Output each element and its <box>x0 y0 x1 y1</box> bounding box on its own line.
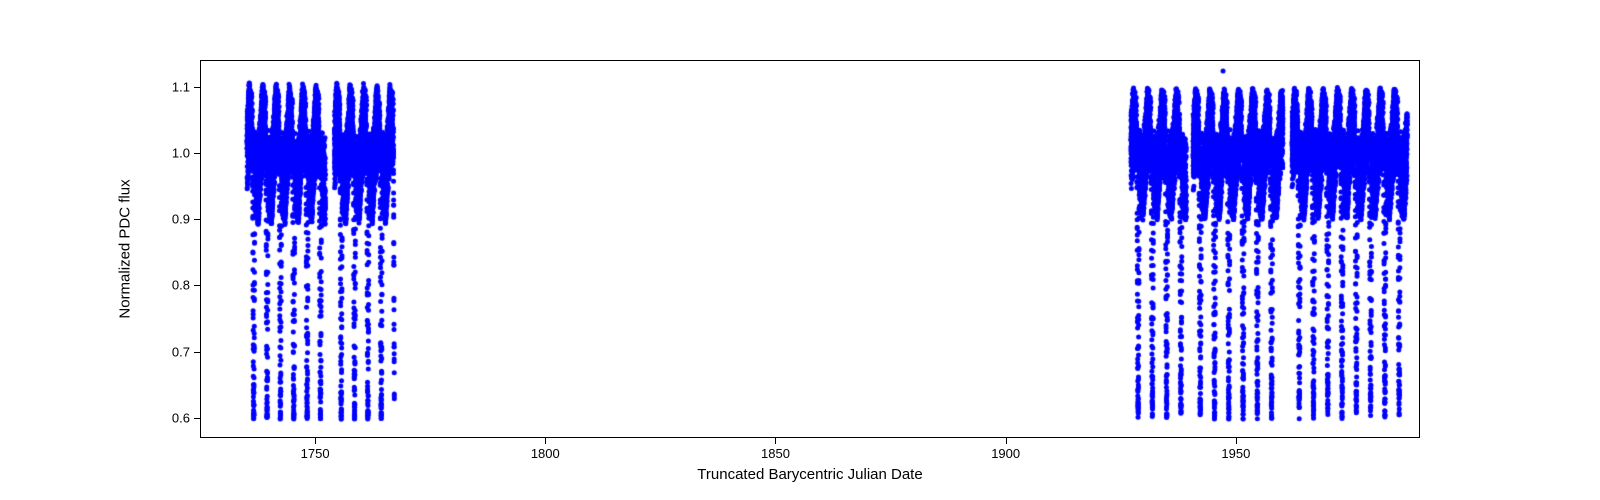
x-tick-label: 1850 <box>761 446 790 461</box>
y-tick-mark <box>194 285 200 286</box>
y-tick-label: 0.8 <box>165 278 190 293</box>
y-tick-label: 1.0 <box>165 145 190 160</box>
x-tick-mark <box>545 438 546 444</box>
x-tick-label: 1950 <box>1221 446 1250 461</box>
x-tick-label: 1800 <box>531 446 560 461</box>
figure-container: Truncated Barycentric Julian Date Normal… <box>0 0 1600 500</box>
x-tick-label: 1750 <box>301 446 330 461</box>
x-axis-label: Truncated Barycentric Julian Date <box>697 466 922 483</box>
y-tick-label: 0.6 <box>165 411 190 426</box>
y-tick-mark <box>194 352 200 353</box>
x-tick-mark <box>315 438 316 444</box>
y-tick-label: 0.9 <box>165 212 190 227</box>
x-tick-mark <box>775 438 776 444</box>
y-axis-label: Normalized PDC flux <box>117 179 134 318</box>
x-tick-mark <box>1236 438 1237 444</box>
plot-area <box>200 60 1420 438</box>
y-tick-mark <box>194 87 200 88</box>
y-tick-label: 0.7 <box>165 344 190 359</box>
scatter-canvas <box>201 61 1419 437</box>
y-tick-mark <box>194 153 200 154</box>
y-tick-mark <box>194 418 200 419</box>
x-tick-mark <box>1006 438 1007 444</box>
y-tick-label: 1.1 <box>165 79 190 94</box>
x-tick-label: 1900 <box>991 446 1020 461</box>
y-tick-mark <box>194 219 200 220</box>
